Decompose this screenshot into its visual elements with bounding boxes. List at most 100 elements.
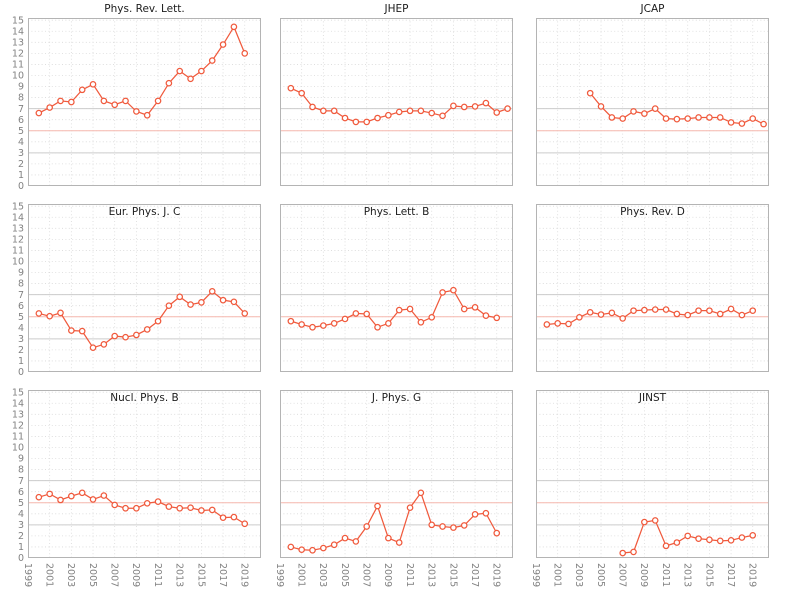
subplot-jcap: JCAP [536, 3, 769, 186]
svg-text:4: 4 [18, 322, 24, 333]
svg-text:2015: 2015 [447, 563, 458, 587]
svg-text:2013: 2013 [426, 563, 437, 587]
svg-text:8: 8 [18, 278, 24, 289]
chart-plot-area [536, 203, 769, 372]
svg-text:2011: 2011 [660, 563, 671, 587]
chart-plot-area: 1999 2001 2003 2005 2007 2009 2011 2013 2015 2017… [530, 389, 769, 587]
svg-text:4: 4 [18, 508, 24, 519]
svg-text:2001: 2001 [552, 563, 563, 587]
svg-text:7: 7 [18, 104, 24, 115]
svg-text:5: 5 [18, 497, 24, 508]
svg-text:0: 0 [18, 367, 24, 378]
svg-text:3: 3 [18, 519, 24, 530]
subplot-title: JHEP [384, 3, 409, 15]
svg-text:2019: 2019 [491, 563, 502, 587]
svg-text:1999: 1999 [530, 563, 541, 587]
svg-text:1: 1 [18, 170, 24, 181]
subplot-title: JINST [638, 391, 667, 404]
subplot-phys-rev-d: Phys. Rev. D [536, 203, 769, 372]
svg-text:2: 2 [18, 159, 24, 170]
svg-text:0: 0 [18, 181, 24, 192]
svg-text:2017: 2017 [725, 563, 736, 587]
svg-text:2009: 2009 [382, 563, 393, 587]
chart-plot-area: 1999 2001 2003 2005 2007 2009 2011 2013 2015 2017… [274, 389, 513, 587]
svg-text:10: 10 [12, 71, 24, 82]
svg-text:5: 5 [18, 126, 24, 137]
svg-text:2005: 2005 [595, 563, 606, 587]
subplot-title: Eur. Phys. J. C [108, 205, 181, 218]
svg-text:12: 12 [12, 234, 24, 245]
chart-plot-area [280, 18, 513, 186]
svg-text:2003: 2003 [573, 563, 584, 587]
svg-text:2019: 2019 [747, 563, 758, 587]
svg-text:2005: 2005 [339, 563, 350, 587]
subplot-jinst: JINST 1999 2001 2003 2005 2007 2009 2011 2013 20… [530, 389, 769, 587]
svg-text:15: 15 [12, 201, 24, 212]
svg-text:7: 7 [18, 289, 24, 300]
svg-text:6: 6 [18, 486, 24, 497]
subplot-title: Nucl. Phys. B [110, 391, 179, 404]
subplot-eur-phys-j-c: Eur. Phys. J. C 0 1 2 3 4 5 6 7 8 9 10 11 12 13 14 15 [12, 201, 261, 378]
svg-text:8: 8 [18, 93, 24, 104]
svg-text:2007: 2007 [361, 563, 372, 587]
svg-text:2009: 2009 [638, 563, 649, 587]
svg-text:2011: 2011 [152, 563, 163, 587]
svg-text:15: 15 [12, 15, 24, 26]
subplot-nucl-phys-b: Nucl. Phys. B 0 1 2 3 4 5 6 7 8 9 10 11 12 13 14 15 1999… [12, 387, 261, 587]
svg-text:13: 13 [12, 409, 24, 420]
svg-text:2007: 2007 [617, 563, 628, 587]
subplot-title: J. Phys. G [371, 391, 422, 404]
svg-text:2017: 2017 [469, 563, 480, 587]
svg-text:12: 12 [12, 420, 24, 431]
svg-text:15: 15 [12, 387, 24, 398]
svg-text:0: 0 [18, 553, 24, 564]
svg-text:2001: 2001 [296, 563, 307, 587]
svg-text:4: 4 [18, 137, 24, 148]
svg-text:2011: 2011 [404, 563, 415, 587]
svg-text:6: 6 [18, 115, 24, 126]
subplot-phys-lett-b: Phys. Lett. B [280, 203, 513, 372]
subplot-title: Phys. Rev. Lett. [104, 3, 185, 15]
svg-text:2: 2 [18, 531, 24, 542]
svg-text:11: 11 [12, 245, 24, 256]
svg-text:14: 14 [12, 26, 24, 37]
svg-text:8: 8 [18, 464, 24, 475]
svg-text:2013: 2013 [682, 563, 693, 587]
svg-text:5: 5 [18, 311, 24, 322]
svg-text:1999: 1999 [274, 563, 285, 587]
svg-text:2019: 2019 [239, 563, 250, 587]
svg-text:2: 2 [18, 345, 24, 356]
svg-text:2015: 2015 [703, 563, 714, 587]
svg-text:13: 13 [12, 37, 24, 48]
svg-text:9: 9 [18, 453, 24, 464]
chart-plot-area [536, 18, 769, 186]
subplot-title: Phys. Lett. B [363, 205, 430, 218]
svg-text:12: 12 [12, 49, 24, 60]
svg-text:1999: 1999 [22, 563, 33, 587]
svg-text:10: 10 [12, 256, 24, 267]
subplot-j-phys-g: J. Phys. G 1999 2001 2003 2005 2007 2009 2011 2… [274, 389, 513, 587]
svg-text:11: 11 [12, 60, 24, 71]
svg-text:10: 10 [12, 442, 24, 453]
svg-text:14: 14 [12, 212, 24, 223]
svg-text:11: 11 [12, 431, 24, 442]
svg-text:2007: 2007 [109, 563, 120, 587]
svg-text:6: 6 [18, 300, 24, 311]
svg-text:2013: 2013 [174, 563, 185, 587]
subplot-phys-rev-lett: Phys. Rev. Lett. 0 1 2 3 4 5 6 7 8 9 10 11 12 13 14 15 [12, 3, 261, 192]
svg-text:2017: 2017 [217, 563, 228, 587]
svg-text:2015: 2015 [195, 563, 206, 587]
svg-text:2005: 2005 [87, 563, 98, 587]
svg-text:7: 7 [18, 475, 24, 486]
svg-text:9: 9 [18, 82, 24, 93]
svg-text:13: 13 [12, 223, 24, 234]
subplot-jhep: JHEP [280, 3, 513, 186]
svg-text:2001: 2001 [44, 563, 55, 587]
svg-text:1: 1 [18, 356, 24, 367]
svg-text:9: 9 [18, 267, 24, 278]
svg-text:2003: 2003 [65, 563, 76, 587]
